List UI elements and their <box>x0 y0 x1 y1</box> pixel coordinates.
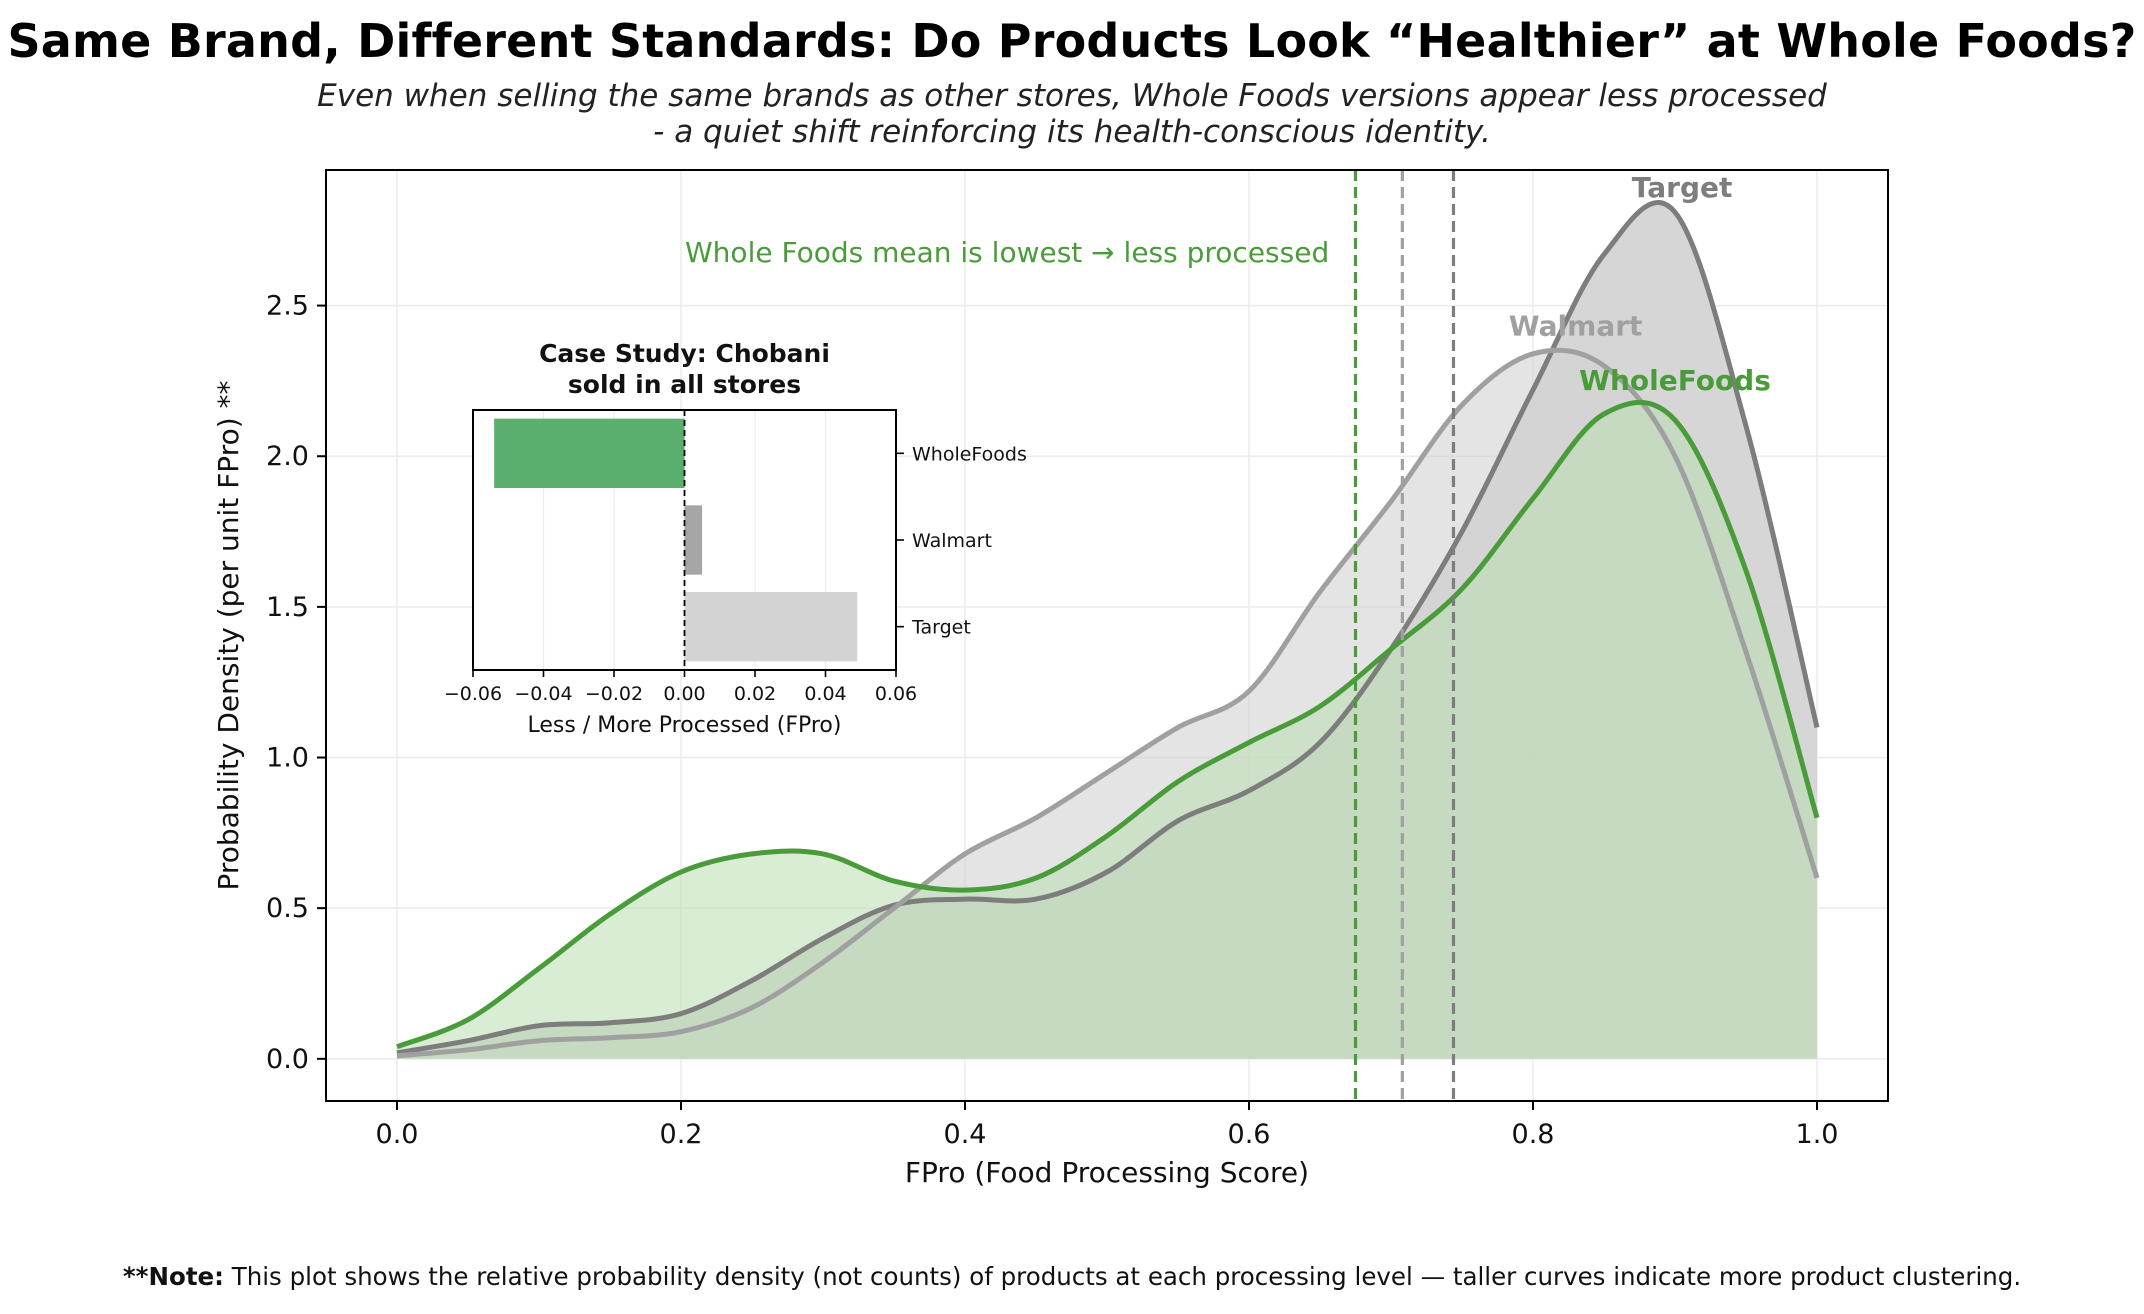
inset-title-line-1: Case Study: Chobani <box>539 339 830 368</box>
y-tick-label: 0.5 <box>266 893 309 924</box>
density-line-wholefoods <box>396 399 1820 1050</box>
chart-subtitle: Even when selling the same brands as oth… <box>300 78 1844 150</box>
density-area-wholefoods <box>397 402 1817 1059</box>
density-line-walmart <box>396 347 1820 1059</box>
inset-bar-target <box>684 592 858 662</box>
inset-chart: WholeFoods Walmart Target −0.06 −0.04 −0.02 0.… <box>444 339 1027 738</box>
inset-x-tick-label: −0.06 <box>444 683 502 705</box>
subtitle-line-2: - a quiet shift reinforcing its health-c… <box>653 114 1491 150</box>
x-tick-label: 1.0 <box>1796 1119 1839 1150</box>
inset-category-label: Target <box>911 617 971 639</box>
y-tick-label: 0.0 <box>266 1044 309 1075</box>
x-tick-label: 0.4 <box>944 1119 987 1150</box>
mean-lines <box>1353 170 1456 1101</box>
y-tick-label: 2.0 <box>266 441 309 472</box>
x-tick-label: 0.8 <box>1512 1119 1555 1150</box>
inset-category-label: Walmart <box>912 530 992 552</box>
mean-annotation: Whole Foods mean is lowest → less proces… <box>685 236 1329 269</box>
x-tick-label: 0.6 <box>1228 1119 1271 1150</box>
curve-label-wholefoods: WholeFoods <box>1579 364 1771 397</box>
inset-x-tick-label: 0.06 <box>875 683 917 705</box>
curve-label-target: Target <box>1632 171 1733 204</box>
footnote: **Note: This plot shows the relative pro… <box>0 1262 2144 1291</box>
y-tick-label: 1.5 <box>266 592 309 623</box>
inset-category-label: WholeFoods <box>912 443 1027 465</box>
inset-bar-walmart <box>684 505 703 575</box>
inset-x-axis-label: Less / More Processed (FPro) <box>528 713 842 738</box>
inset-x-tick-label: 0.00 <box>663 683 705 705</box>
x-axis-label: FPro (Food Processing Score) <box>905 1156 1309 1189</box>
x-tick-label: 0.2 <box>660 1119 703 1150</box>
curve-labels: Target Walmart WholeFoods <box>1509 171 1771 397</box>
inset-x-tick-label: −0.04 <box>514 683 572 705</box>
main-axes: 0.0 0.2 0.4 0.6 0.8 1.0 0.0 0.5 1.0 1.5 2.0 2.5 FPro… <box>212 169 1889 1189</box>
note-text: This plot shows the relative probability… <box>223 1262 2022 1291</box>
inset-x-tick-label: 0.02 <box>734 683 776 705</box>
density-line-target <box>396 200 1820 1056</box>
x-tick-label: 0.0 <box>376 1119 419 1150</box>
chart-title: Same Brand, Different Standards: Do Prod… <box>7 14 2137 68</box>
y-tick-label: 1.0 <box>266 743 309 774</box>
y-tick-label: 2.5 <box>266 291 309 322</box>
subtitle-line-1: Even when selling the same brands as oth… <box>317 78 1827 114</box>
inset-title-line-2: sold in all stores <box>568 370 801 399</box>
inset-x-tick-label: 0.04 <box>804 683 846 705</box>
y-axis-label: Probability Density (per unit FPro) ** <box>212 380 245 890</box>
curve-label-walmart: Walmart <box>1509 310 1643 343</box>
inset-bar-wholefoods <box>494 418 685 488</box>
note-prefix: **Note: <box>122 1262 224 1291</box>
density-chart: Target Walmart WholeFoods Whole Foods mean… <box>212 169 1889 1189</box>
inset-x-tick-label: −0.02 <box>585 683 643 705</box>
plot-frame <box>325 169 1889 1102</box>
density-lines <box>396 200 1820 1059</box>
